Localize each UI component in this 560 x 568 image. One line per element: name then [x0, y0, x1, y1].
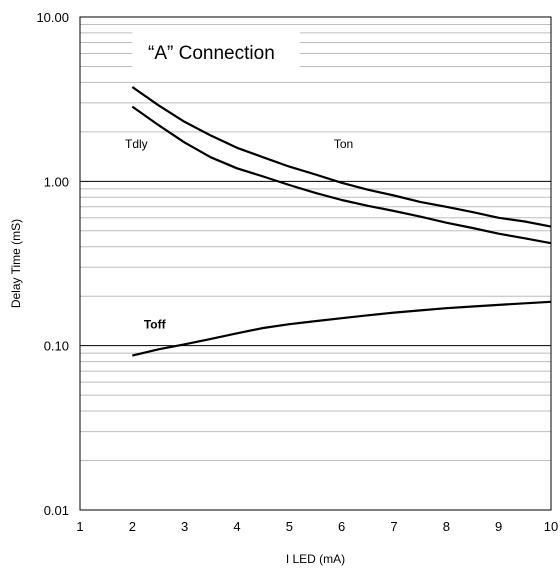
series-label-ton: Ton: [334, 137, 353, 151]
x-tick-label: 3: [181, 519, 188, 534]
x-tick-label: 5: [286, 519, 293, 534]
series-line-toff: [132, 300, 552, 357]
x-tick-label: 1: [76, 519, 83, 534]
x-axis-title: I LED (mA): [286, 552, 345, 566]
y-tick-label: 10.00: [36, 10, 69, 25]
series-line-tdly: [131, 105, 552, 245]
x-tick-label: 6: [338, 519, 345, 534]
y-tick-label: 0.01: [44, 503, 69, 518]
chart-title: “A” Connection: [148, 43, 275, 64]
x-tick-label: 2: [129, 519, 136, 534]
y-axis-title: Delay Time (mS): [9, 219, 23, 308]
series-label-toff: Toff: [144, 318, 167, 332]
plot-area-frame: [79, 16, 552, 511]
x-tick-label: 9: [495, 519, 502, 534]
y-tick-label: 1.00: [44, 174, 69, 189]
series-label-tdly: Tdly: [125, 137, 148, 151]
x-tick-label: 10: [544, 519, 558, 534]
x-tick-label: 7: [390, 519, 397, 534]
x-tick-label: 4: [233, 519, 240, 534]
tick-labels: 1 2 3 4 5 6 7 8 9 10 0.01 0.10 1.00 10.00: [36, 10, 558, 534]
x-tick-label: 8: [443, 519, 450, 534]
title-background: [132, 31, 300, 78]
y-tick-label: 0.10: [44, 339, 69, 354]
series-line-ton: [131, 86, 552, 228]
series-lines: [131, 86, 552, 357]
gridlines: [80, 24, 551, 462]
